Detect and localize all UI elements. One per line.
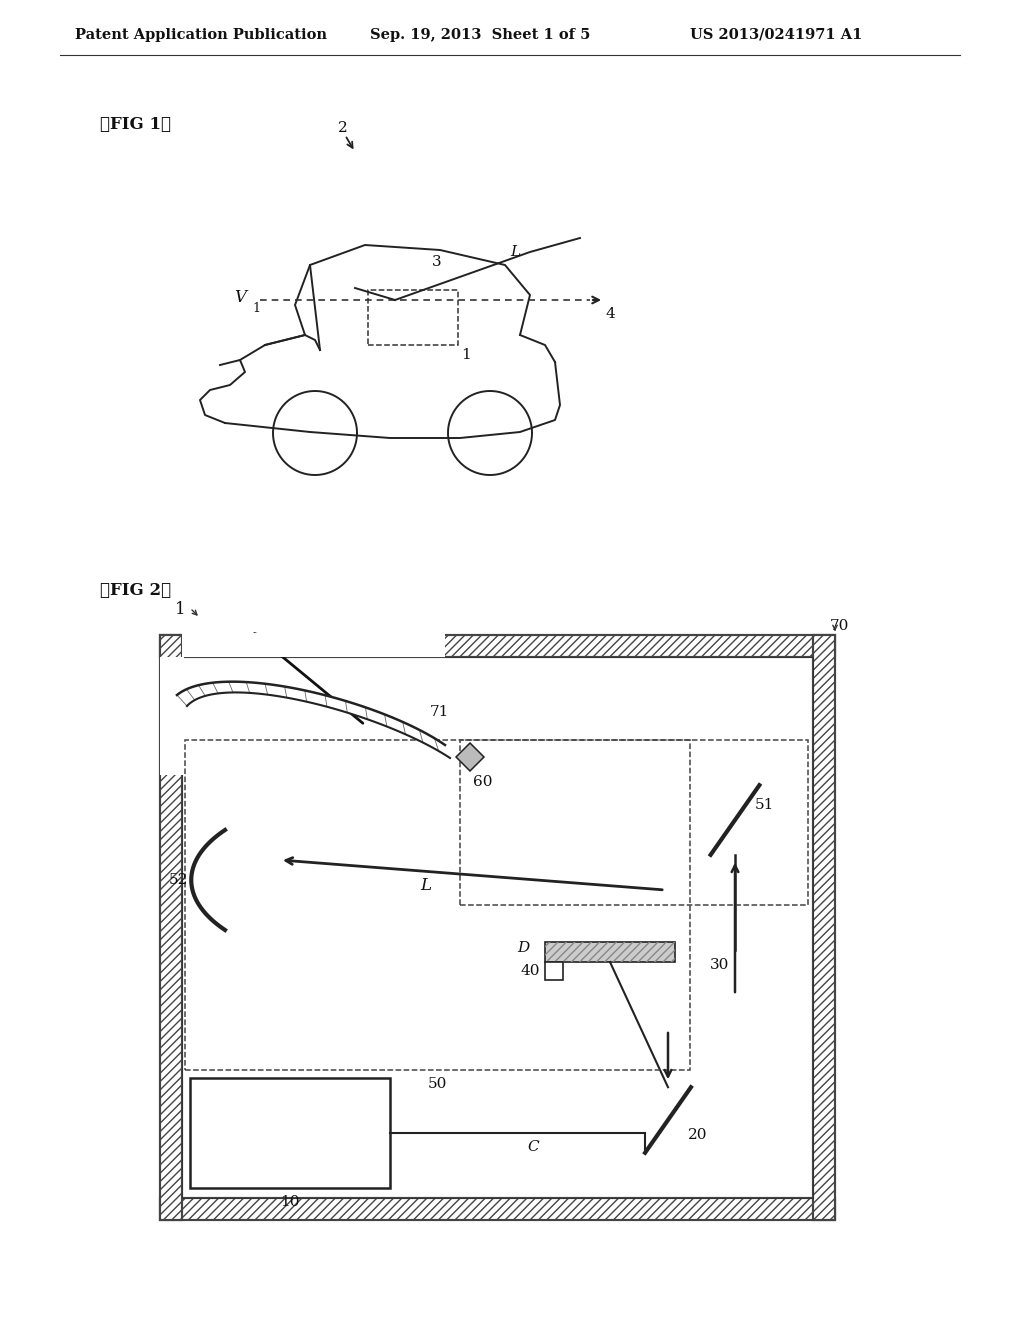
Bar	[190, 1078, 390, 1188]
Bar	[813, 635, 835, 1220]
Text: 1: 1	[252, 302, 260, 315]
Bar	[160, 635, 835, 657]
Text: 20: 20	[688, 1129, 708, 1142]
Bar	[160, 1199, 835, 1220]
Text: 40: 40	[520, 964, 540, 978]
Text: US 2013/0241971 A1: US 2013/0241971 A1	[690, 28, 862, 42]
Text: Sep. 19, 2013  Sheet 1 of 5: Sep. 19, 2013 Sheet 1 of 5	[370, 28, 591, 42]
Bar	[160, 635, 835, 657]
Text: 51: 51	[755, 799, 774, 812]
Text: 2: 2	[338, 121, 348, 135]
Text: 10: 10	[281, 1195, 300, 1209]
Text: L: L	[510, 246, 520, 259]
Text: C: C	[527, 1140, 539, 1154]
Bar	[160, 635, 182, 1220]
Text: 1: 1	[461, 348, 471, 362]
Bar	[160, 657, 184, 775]
Bar	[160, 635, 835, 657]
Text: V: V	[234, 289, 246, 305]
Bar	[545, 962, 563, 979]
Bar	[160, 1199, 835, 1220]
Text: 1: 1	[175, 602, 185, 619]
Bar	[368, 290, 458, 345]
Bar	[545, 942, 675, 962]
Bar	[160, 635, 182, 1220]
PathPatch shape	[177, 681, 450, 758]
Text: 【FIG 2】: 【FIG 2】	[100, 582, 171, 598]
Text: L: L	[420, 876, 431, 894]
Bar	[813, 635, 835, 1220]
Text: 30: 30	[710, 958, 729, 972]
Text: 71: 71	[430, 705, 450, 719]
Bar	[160, 635, 182, 1220]
Text: 70: 70	[830, 619, 849, 634]
Text: 52: 52	[169, 873, 188, 887]
Bar	[545, 942, 675, 962]
Text: 3: 3	[432, 255, 441, 269]
Text: 60: 60	[473, 775, 493, 789]
Bar	[460, 741, 808, 906]
Polygon shape	[456, 743, 484, 771]
Bar	[813, 635, 835, 1220]
Text: D: D	[517, 941, 529, 954]
Bar	[185, 741, 690, 1071]
Text: 【FIG 1】: 【FIG 1】	[100, 116, 171, 133]
Bar	[160, 1199, 835, 1220]
Bar	[182, 634, 445, 657]
Text: 50: 50	[427, 1077, 446, 1092]
Text: 4: 4	[606, 308, 615, 321]
Text: Patent Application Publication: Patent Application Publication	[75, 28, 327, 42]
